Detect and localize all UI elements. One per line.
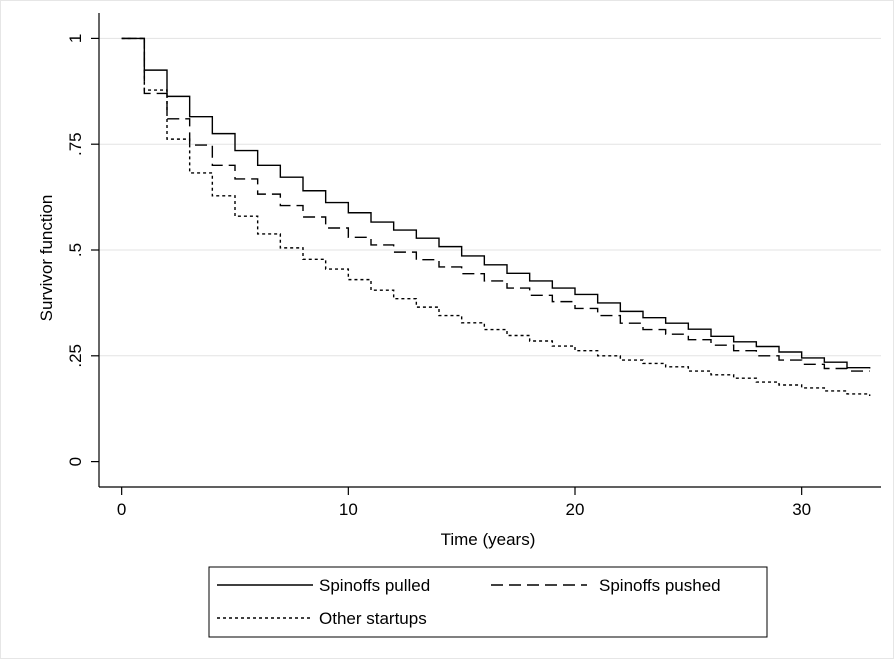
legend-box: [208, 566, 768, 638]
y-axis-title: Survivor function: [37, 195, 56, 322]
y-ticks: 0 .25 .5 .75 1: [66, 34, 99, 466]
y-tick-label: .25: [66, 344, 85, 368]
series-line-spinoffs-pushed: [121, 37, 870, 372]
legend-label-spinoffs-pushed: Spinoffs pushed: [599, 576, 721, 595]
series-line-other-startups: [121, 37, 871, 397]
legend-label-other-startups: Other startups: [319, 609, 427, 628]
x-tick-label: 10: [339, 500, 358, 519]
gridlines: [99, 37, 881, 357]
x-tick-label: 20: [566, 500, 585, 519]
series-lines: [121, 37, 871, 397]
legend-label-spinoffs-pulled: Spinoffs pulled: [319, 576, 430, 595]
x-tick-label: 30: [792, 500, 811, 519]
x-axis-title: Time (years): [441, 530, 536, 549]
series-line-spinoffs-pulled: [121, 37, 871, 369]
y-tick-label: .5: [66, 243, 85, 257]
y-tick-label: .75: [66, 132, 85, 156]
x-tick-label: 0: [117, 500, 126, 519]
x-ticks: 0 10 20 30: [117, 487, 811, 519]
y-tick-label: 0: [66, 457, 85, 466]
axes: 0 .25 .5 .75 1 0 10 20 30: [66, 13, 881, 519]
legend: Spinoffs pulled Spinoffs pushed Other st…: [208, 566, 768, 638]
y-tick-label: 1: [66, 34, 85, 43]
